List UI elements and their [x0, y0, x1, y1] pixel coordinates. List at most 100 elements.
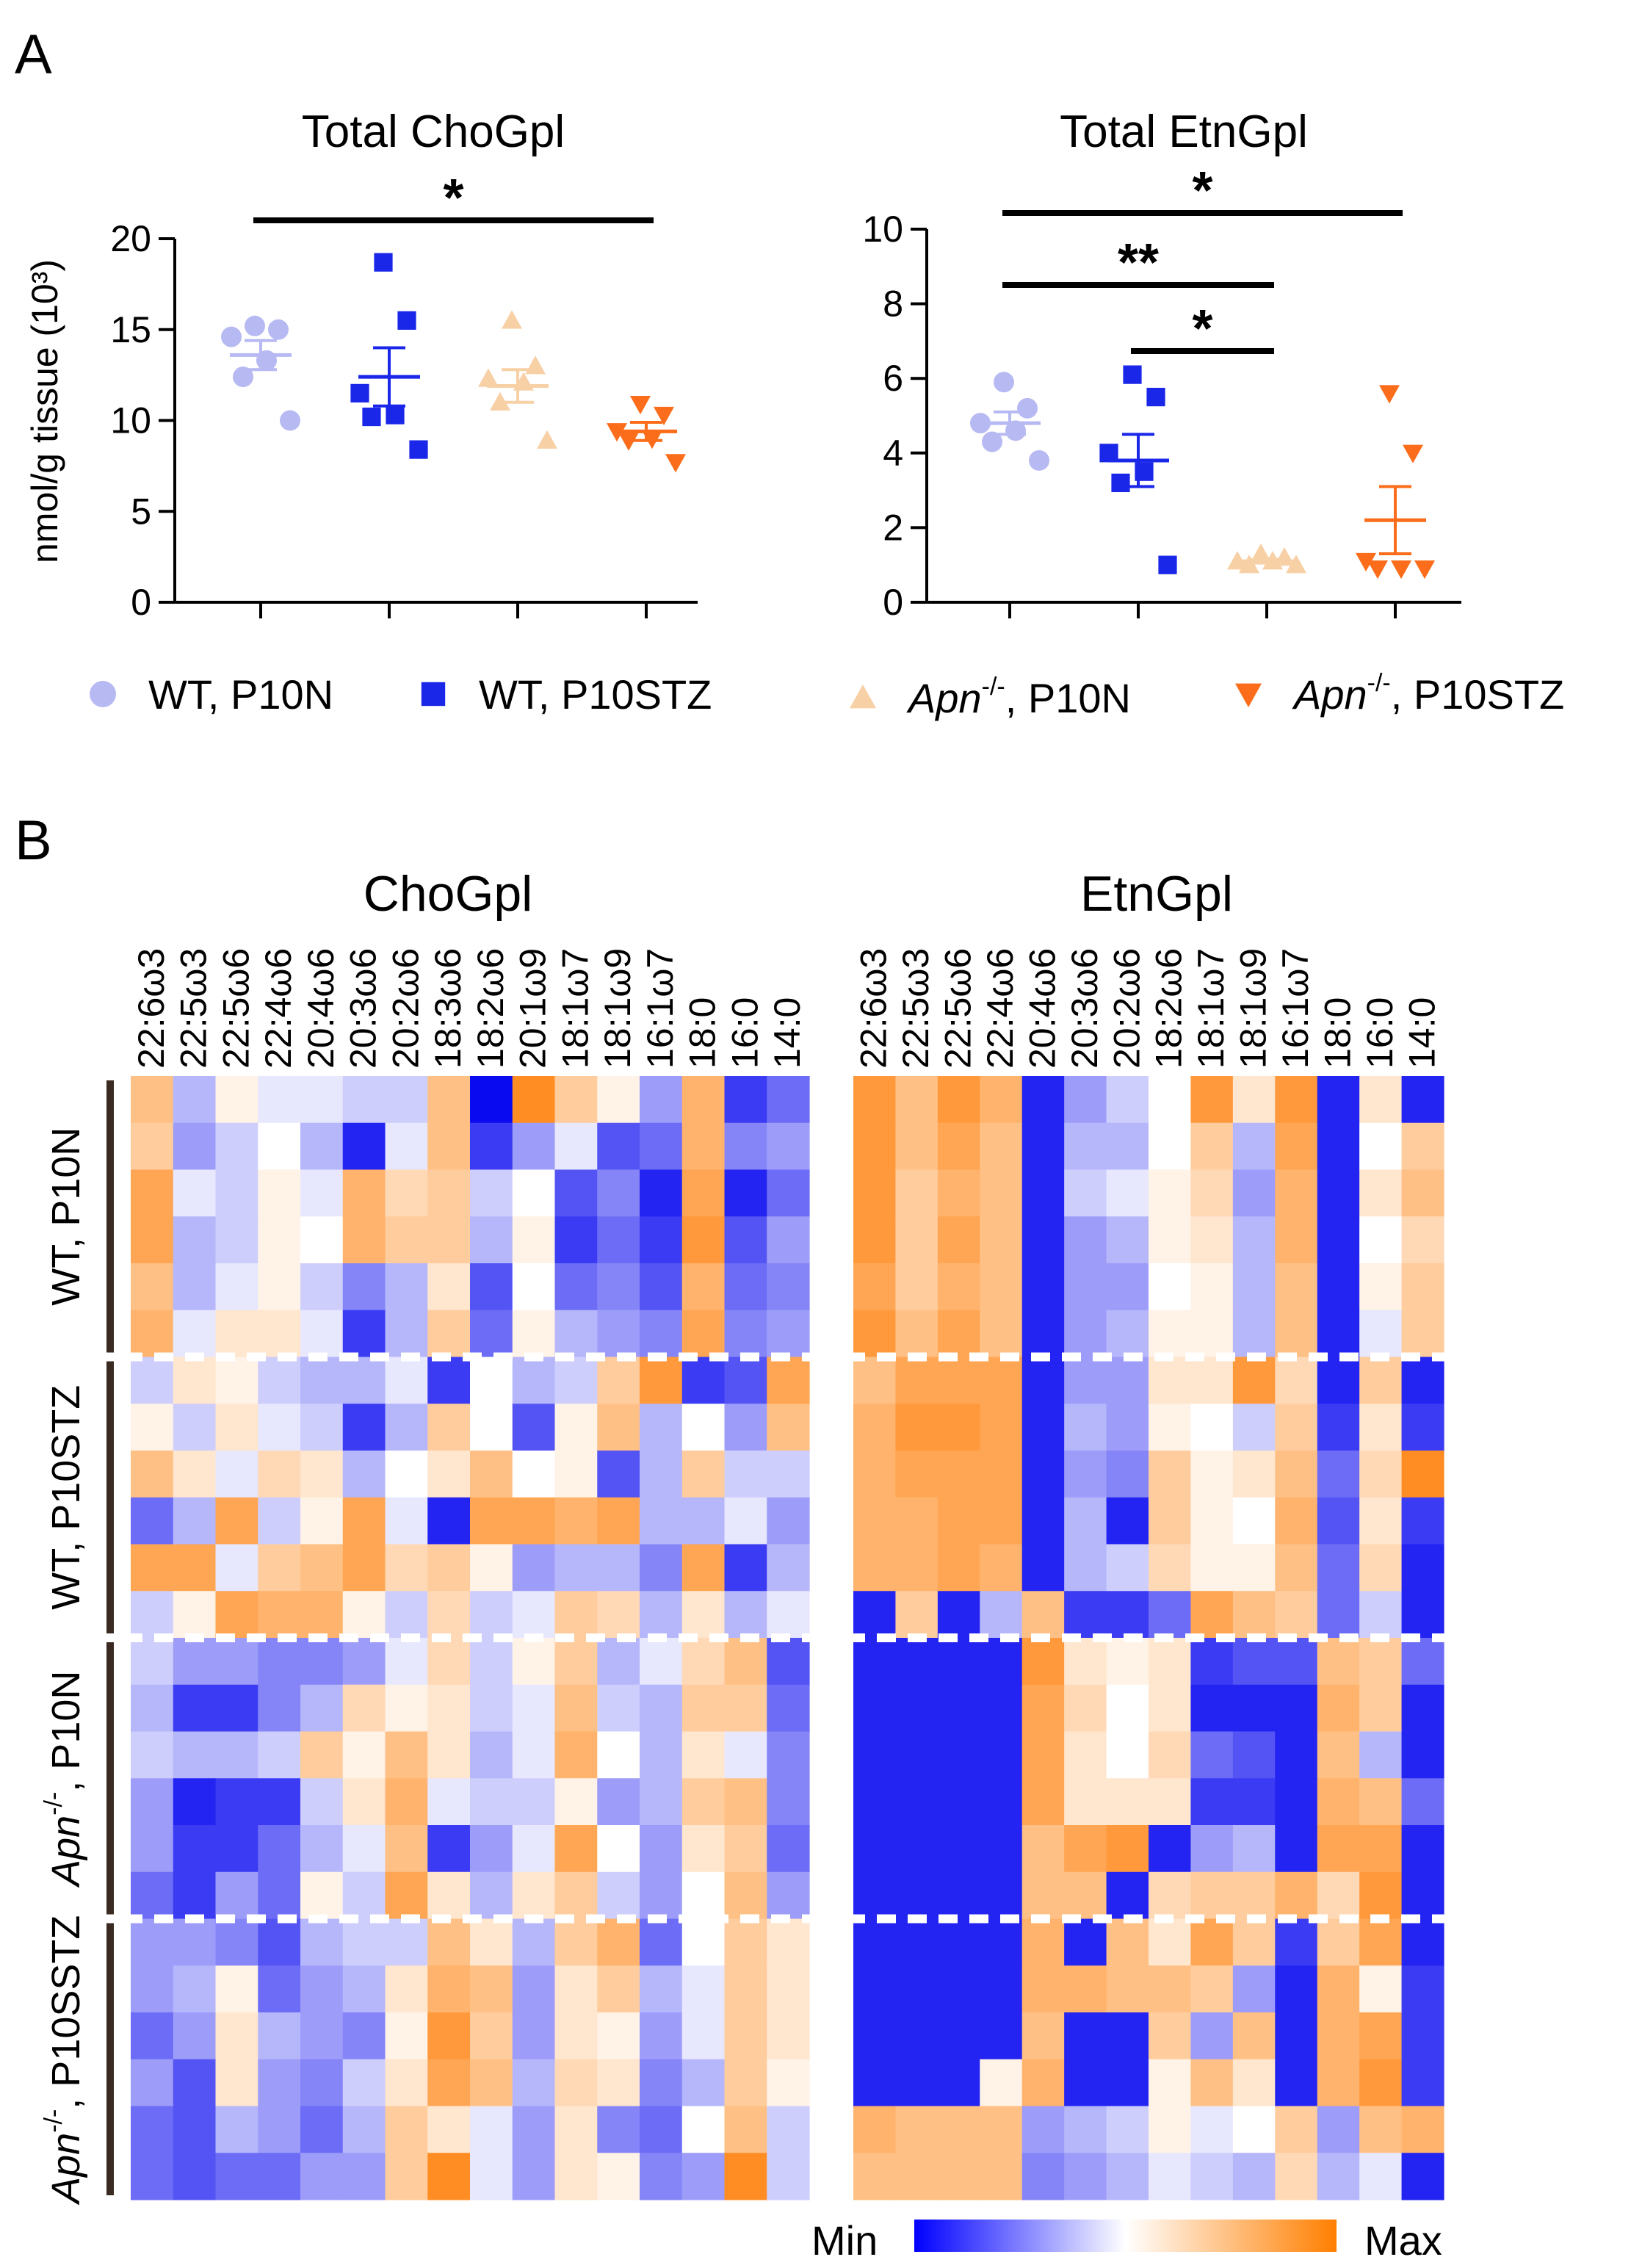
- heatmap-cell: [767, 1404, 810, 1451]
- heatmap-cell: [1317, 1591, 1360, 1639]
- legend-label: WT, P10N: [148, 671, 333, 718]
- data-point: [245, 315, 265, 336]
- heatmap-cell: [895, 1263, 939, 1311]
- heatmap-cell: [1190, 1216, 1234, 1264]
- heatmap-cell: [131, 1965, 174, 2013]
- heatmap-cell: [173, 1871, 217, 1920]
- heatmap-cell: [1190, 1825, 1234, 1873]
- data-point: [1111, 473, 1130, 493]
- heatmap-cell: [173, 1310, 217, 1358]
- heatmap-cell: [385, 1918, 428, 1966]
- heatmap-cell: [1190, 1451, 1234, 1498]
- heatmap-cell: [1401, 1778, 1444, 1826]
- heatmap-cell: [1401, 1731, 1444, 1779]
- heatmap-cell: [1021, 1076, 1065, 1124]
- heatmap-cell: [1021, 1357, 1065, 1404]
- heatmap-cell: [1401, 1591, 1444, 1639]
- heatmap-title-etngpl: EtnGpl: [1080, 866, 1233, 922]
- heatmap-cell: [385, 1544, 428, 1592]
- heatmap-cell: [173, 1122, 217, 1171]
- row-group-label: Apn-/-, P10SSTZ: [40, 1915, 88, 2206]
- heatmap-cell: [385, 1871, 428, 1920]
- heatmap-cell: [895, 1122, 939, 1171]
- data-point: [982, 431, 1002, 452]
- heatmap-cell: [1021, 1263, 1065, 1311]
- heatmap-cell: [724, 2153, 767, 2200]
- heatmap-cell: [1021, 2106, 1065, 2153]
- heatmap-cell: [342, 2059, 386, 2107]
- heatmap-cell: [1064, 1544, 1107, 1592]
- heatmap-cell: [427, 1497, 471, 1545]
- heatmap-column-label: 16:0: [724, 997, 765, 1069]
- data-point: [994, 372, 1014, 393]
- heatmap-cell: [1064, 1122, 1107, 1171]
- heatmap-cell: [853, 2106, 897, 2153]
- heatmap-cell: [554, 1684, 598, 1733]
- heatmap-cell: [640, 1263, 683, 1311]
- heatmap-cell: [173, 1357, 217, 1404]
- heatmap-cell: [512, 1169, 556, 1217]
- heatmap-cell: [470, 1591, 513, 1639]
- chart-title-etngpl: Total EtnGpl: [1060, 106, 1308, 157]
- heatmap-cell: [554, 2012, 598, 2060]
- data-point: [665, 454, 686, 473]
- heatmap-column-label: 22:6ω3: [853, 948, 894, 1069]
- heatmap-cell: [853, 1918, 897, 1966]
- heatmap-cell: [1149, 1638, 1192, 1686]
- y-tick-label: 8: [883, 284, 903, 325]
- heatmap-cell: [1064, 1263, 1107, 1311]
- heatmap-cell: [597, 1871, 640, 1920]
- heatmap-cell: [681, 1497, 726, 1545]
- data-point: [268, 319, 289, 340]
- significance-label: *: [1192, 162, 1212, 220]
- heatmap-cell: [767, 1451, 810, 1498]
- heatmap-cell: [258, 2059, 301, 2107]
- heatmap-cell: [1064, 1216, 1107, 1264]
- heatmap-cell: [767, 1497, 810, 1545]
- heatmap-cell: [1401, 2153, 1444, 2200]
- heatmap-cell: [937, 1357, 980, 1404]
- data-point: [1286, 555, 1306, 574]
- heatmap-cell: [980, 1357, 1023, 1404]
- heatmap-cell: [1317, 1216, 1360, 1264]
- heatmap-cell: [131, 1216, 174, 1264]
- heatmap-cell: [554, 1451, 598, 1498]
- heatmap-cell: [937, 2106, 980, 2153]
- heatmap-cell: [258, 1497, 301, 1545]
- heatmap-cell: [1149, 1778, 1192, 1826]
- heatmap-cell: [300, 2153, 344, 2200]
- heatmap-cell: [1190, 1404, 1234, 1451]
- heatmap-cell: [385, 1638, 428, 1686]
- heatmap-cell: [1064, 1918, 1107, 1966]
- heatmap-cell: [385, 1825, 428, 1873]
- heatmap-cell: [1021, 1918, 1065, 1966]
- heatmap-cell: [554, 1544, 598, 1592]
- heatmap-cell: [1106, 1497, 1149, 1545]
- heatmap-cell: [895, 1778, 939, 1826]
- heatmap-cell: [215, 1169, 258, 1217]
- heatmap-cell: [427, 1544, 471, 1592]
- heatmap-cell: [980, 1216, 1023, 1264]
- heatmap-cell: [215, 1684, 258, 1733]
- heatmap-cell: [895, 2012, 939, 2060]
- heatmap-cell: [724, 1544, 767, 1592]
- data-point: [1367, 560, 1388, 579]
- heatmap-cell: [470, 1310, 513, 1358]
- heatmap-cell: [1021, 1871, 1065, 1920]
- data-point: [233, 366, 253, 388]
- heatmap-cell: [300, 1591, 344, 1639]
- heatmap-cell: [258, 2012, 301, 2060]
- heatmap-cell: [1232, 1169, 1276, 1217]
- heatmap-cell: [597, 1451, 640, 1498]
- heatmap-cell: [1190, 1918, 1234, 1966]
- heatmap-cell: [258, 1404, 301, 1451]
- heatmap-cell: [767, 1825, 810, 1873]
- data-point: [386, 405, 405, 425]
- heatmap-cell: [215, 1076, 258, 1124]
- heatmap-cell: [1359, 1544, 1403, 1592]
- heatmap-cell: [300, 1871, 344, 1920]
- heatmap-cell: [470, 1871, 513, 1920]
- data-point: [1017, 397, 1038, 419]
- heatmap-cell: [767, 1544, 810, 1592]
- heatmap-cell: [767, 2012, 810, 2060]
